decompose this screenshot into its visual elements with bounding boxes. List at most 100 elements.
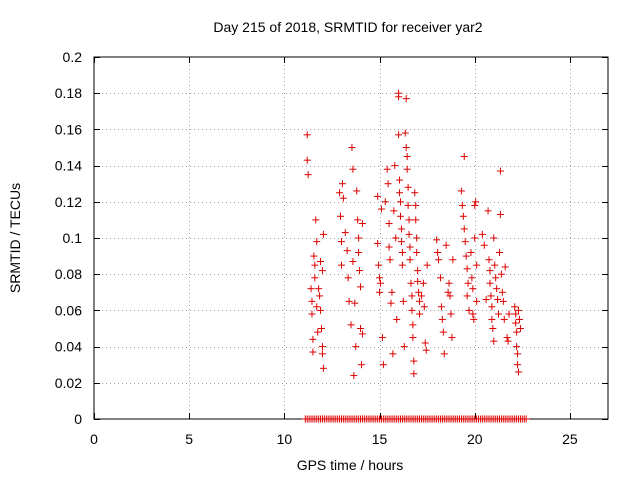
data-point: [407, 279, 415, 287]
data-point-zero: [522, 415, 530, 423]
data-point: [405, 216, 413, 224]
data-point: [349, 165, 357, 173]
data-point: [490, 234, 498, 242]
y-tick-label: 0.06: [55, 302, 82, 318]
data-point: [385, 220, 393, 228]
data-point: [398, 261, 406, 269]
data-point: [378, 334, 386, 342]
data-point: [317, 325, 325, 332]
data-point: [505, 310, 513, 318]
data-point: [514, 350, 522, 358]
data-point: [495, 310, 503, 318]
data-point: [374, 239, 382, 247]
data-point: [488, 303, 496, 311]
data-point: [469, 285, 477, 293]
data-point: [511, 303, 519, 311]
data-point: [390, 207, 398, 215]
data-point: [309, 335, 317, 343]
data-point: [448, 334, 456, 342]
data-point: [433, 236, 441, 244]
data-point: [404, 201, 412, 209]
data-point: [460, 153, 468, 161]
data-point: [465, 306, 473, 314]
data-point: [485, 256, 493, 264]
x-tick-label: 20: [467, 431, 483, 447]
data-point: [471, 201, 479, 209]
data-point: [376, 274, 384, 282]
y-tick-label: 0.18: [55, 85, 82, 101]
data-point: [461, 238, 469, 246]
data-point: [385, 243, 393, 251]
data-point: [464, 279, 472, 287]
data-point: [384, 180, 392, 188]
data-point: [389, 350, 397, 358]
data-point: [439, 328, 447, 336]
data-point: [497, 270, 505, 278]
data-point: [355, 234, 363, 242]
data-point: [471, 234, 479, 242]
data-point: [468, 274, 476, 282]
data-point: [416, 297, 424, 305]
y-tick-label: 0.16: [55, 121, 82, 137]
data-point: [444, 288, 452, 296]
data-point: [504, 337, 512, 345]
data-point: [413, 234, 421, 242]
data-point: [397, 238, 405, 246]
data-point: [459, 212, 467, 220]
data-point: [442, 241, 450, 249]
data-point: [467, 248, 475, 256]
data-point: [303, 131, 311, 139]
data-point: [499, 297, 507, 305]
data-point: [470, 315, 478, 323]
data-point: [409, 334, 417, 342]
data-point: [403, 165, 411, 173]
data-point: [496, 167, 504, 175]
data-point: [414, 267, 422, 275]
data-point: [462, 252, 470, 260]
x-tick-label: 25: [562, 431, 578, 447]
data-point: [401, 129, 409, 137]
data-point: [472, 198, 480, 206]
data-point: [388, 288, 396, 296]
data-point: [358, 330, 366, 338]
data-point: [353, 187, 361, 195]
data-point: [396, 212, 404, 220]
data-point: [374, 192, 382, 200]
x-tick-label: 15: [372, 431, 388, 447]
data-point: [512, 319, 520, 327]
data-point: [307, 285, 315, 293]
data-point: [354, 216, 362, 224]
data-point: [317, 306, 325, 314]
data-point: [421, 339, 429, 347]
y-tick-label: 0: [74, 411, 82, 427]
data-point: [490, 337, 498, 345]
data-point: [410, 370, 418, 378]
y-tick-label: 0.12: [55, 194, 82, 210]
data-point: [412, 201, 420, 209]
data-point: [358, 220, 366, 228]
data-point: [437, 303, 445, 311]
data-point: [420, 303, 428, 311]
data-point: [317, 258, 325, 266]
data-point: [405, 230, 413, 238]
data-point: [416, 310, 424, 318]
data-point: [516, 325, 524, 332]
data-point: [399, 297, 407, 305]
data-point: [383, 165, 391, 173]
data-point: [491, 261, 499, 269]
data-point: [489, 325, 497, 332]
data-point: [312, 216, 320, 224]
data-point: [422, 346, 430, 354]
data-point: [319, 230, 327, 238]
data-point: [498, 288, 506, 296]
data-point: [318, 267, 326, 275]
data-point: [423, 261, 431, 269]
data-point: [343, 247, 351, 255]
data-point: [311, 261, 319, 269]
data-point: [458, 201, 466, 209]
data-point: [396, 189, 404, 197]
data-point: [349, 258, 357, 266]
data-point: [415, 288, 423, 296]
y-tick-label: 0.04: [55, 339, 82, 355]
data-point: [480, 241, 488, 249]
